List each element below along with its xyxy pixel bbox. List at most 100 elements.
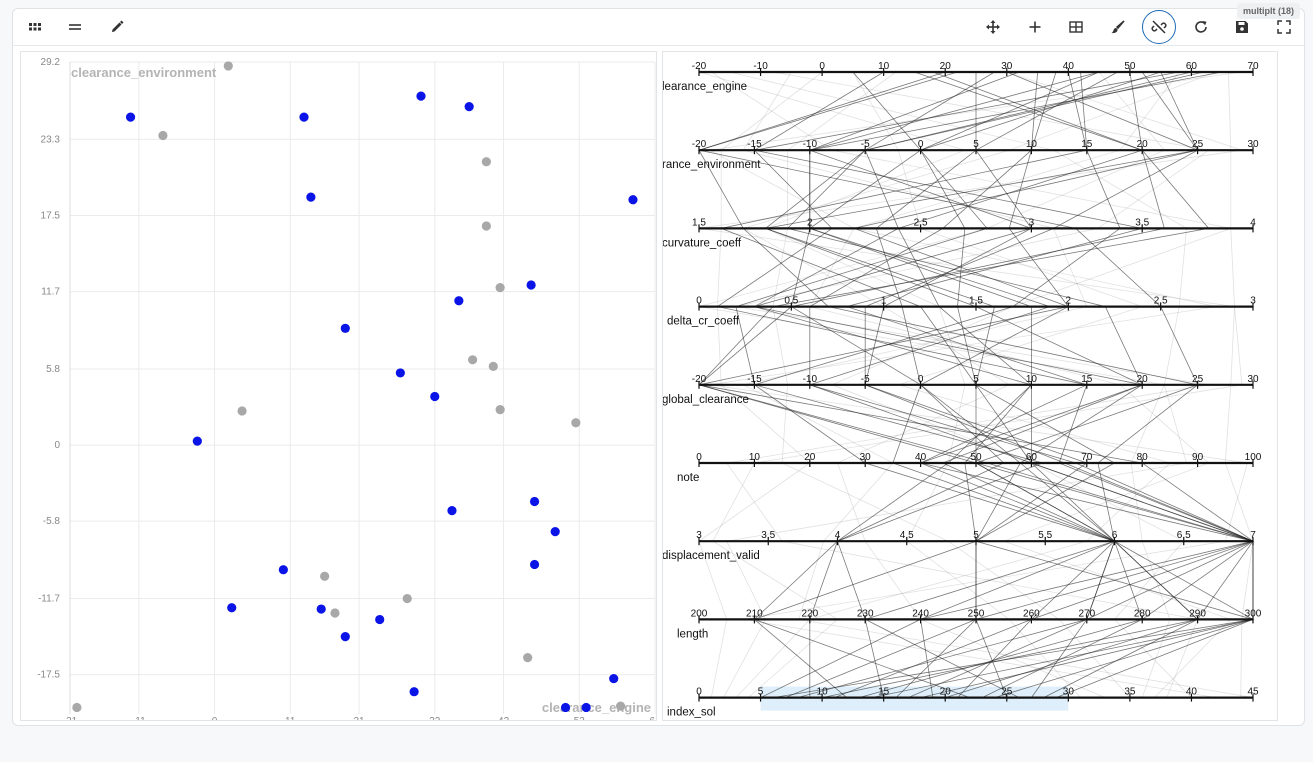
- scatter-point-unselected: [495, 283, 505, 293]
- y-tick-label: 17.5: [41, 210, 61, 221]
- scatter-point-unselected: [72, 702, 82, 713]
- pc-tick-label: 5: [758, 687, 764, 698]
- pc-tick-label: 260: [1023, 608, 1040, 619]
- pc-tick-label: 30: [1001, 61, 1013, 72]
- pc-tick-label: -10: [753, 61, 768, 72]
- pc-tick-label: 1: [881, 296, 887, 307]
- unlink-icon[interactable]: [1142, 10, 1176, 44]
- pc-axis-label: note: [677, 472, 699, 484]
- fullscreen-icon[interactable]: [1270, 13, 1298, 41]
- scatter-point-selected: [430, 391, 440, 402]
- brush-icon[interactable]: [1104, 13, 1132, 41]
- pc-tick-label: 3.5: [1135, 217, 1149, 228]
- pc-tick-label: 20: [940, 61, 952, 72]
- pc-axis-label: rance_environment: [663, 159, 761, 171]
- pc-tick-label: 3: [696, 530, 702, 541]
- pc-tick-label: 80: [1137, 452, 1149, 463]
- scatter-point-selected: [278, 565, 288, 575]
- scatter-plot-panel[interactable]: -21 -11 0 11 21 32 42 53 64 29.2 23.3 17.5 11.7 5.8 0 -…: [20, 51, 667, 727]
- pc-tick-label: 40: [915, 452, 927, 463]
- y-tick-label: -17.5: [37, 670, 60, 681]
- scatter-point-selected: [316, 604, 326, 614]
- pc-tick-label: 2.5: [914, 217, 928, 228]
- pc-tick-label: 20: [940, 687, 952, 698]
- scatter-point-unselected: [495, 405, 505, 415]
- y-axis-label: clearance_environment: [71, 65, 217, 80]
- toolbar: multiplt (18): [13, 3, 1304, 46]
- y-tick-label: 11.7: [41, 287, 60, 298]
- pc-tick-label: 300: [1245, 608, 1262, 619]
- pc-axis-label: delta_cr_coeff: [667, 316, 740, 328]
- pc-axis-label: learance_engine: [663, 81, 747, 93]
- scatter-plot[interactable]: -21 -11 0 11 21 32 42 53 64 29.2 23.3 17.5 11.7 5.8 0 -…: [21, 52, 667, 727]
- scatter-point-selected: [529, 559, 540, 570]
- scatter-point-unselected: [158, 130, 168, 141]
- refresh-icon[interactable]: [1187, 13, 1215, 41]
- pc-tick-label: 25: [1192, 139, 1204, 150]
- scatter-point-selected: [529, 496, 540, 507]
- pc-tick-label: 5.5: [1038, 530, 1052, 541]
- y-tick-label: -11.7: [38, 594, 60, 605]
- pc-tick-label: 20: [1137, 374, 1149, 385]
- scatter-point-selected: [609, 673, 619, 684]
- save-icon[interactable]: [1228, 13, 1256, 41]
- scatter-point-unselected: [615, 701, 626, 711]
- grid-icon[interactable]: [21, 13, 49, 41]
- pc-tick-label: -15: [747, 374, 762, 385]
- scatter-point-selected: [454, 296, 464, 306]
- pc-tick-label: 30: [1247, 374, 1259, 385]
- plot-count-badge: multiplt (18): [1237, 3, 1300, 19]
- parallel-coordinates-panel[interactable]: -20 -10 0 10 20 30 40 50 60 70 learance_engine -20-…: [662, 51, 1278, 721]
- pc-tick-label: 0: [696, 687, 702, 698]
- scatter-point-selected: [375, 614, 385, 625]
- x-tick-label: 53: [574, 716, 586, 720]
- menu-icon[interactable]: [61, 13, 89, 41]
- pc-axis-label: length: [677, 628, 708, 640]
- scatter-point-unselected: [223, 61, 233, 71]
- pc-axis-label: global_clearance: [663, 394, 749, 406]
- pc-tick-label: 15: [1081, 139, 1093, 150]
- pc-tick-label: 290: [1189, 608, 1206, 619]
- pc-tick-label: 40: [1186, 687, 1198, 698]
- pc-tick-label: 10: [749, 452, 761, 463]
- pc-tick-label: 1.5: [969, 296, 983, 307]
- scatter-point-unselected: [330, 608, 340, 618]
- pc-tick-label: -20: [692, 374, 707, 385]
- pencil-icon[interactable]: [103, 13, 131, 41]
- scatter-point-selected: [447, 506, 457, 516]
- scatter-point-selected: [628, 195, 638, 205]
- scatter-point-selected: [340, 631, 350, 642]
- scatter-point-selected: [526, 280, 536, 290]
- move-icon[interactable]: [979, 13, 1007, 41]
- scatter-point-unselected: [571, 418, 581, 428]
- pc-tick-label: 0: [918, 139, 924, 150]
- scatter-point-unselected: [481, 157, 491, 167]
- pc-tick-label: -10: [803, 139, 818, 150]
- y-tick-label: -5.8: [43, 516, 61, 527]
- x-tick-label: -21: [63, 716, 78, 720]
- pc-tick-label: 0: [819, 61, 825, 72]
- y-tick-label: 29.2: [41, 57, 61, 68]
- scatter-point-selected: [306, 192, 316, 202]
- parallel-coordinates-plot[interactable]: -20 -10 0 10 20 30 40 50 60 70learance_engine-20-…: [662, 52, 1277, 720]
- pc-tick-label: -5: [861, 139, 870, 150]
- pc-tick-label: 3: [1029, 217, 1035, 228]
- pc-tick-label: 270: [1078, 608, 1095, 619]
- pc-tick-label: 0: [918, 374, 924, 385]
- table-icon[interactable]: [1062, 13, 1090, 41]
- pc-tick-label: 6.5: [1177, 530, 1191, 541]
- pc-tick-label: 20: [1137, 139, 1149, 150]
- pc-tick-label: 100: [1245, 452, 1262, 463]
- x-tick-label: 0: [212, 716, 218, 720]
- pc-tick-label: 50: [1124, 61, 1136, 72]
- pc-tick-label: 90: [1192, 452, 1204, 463]
- pc-tick-label: 15: [878, 687, 890, 698]
- scatter-point-unselected: [481, 221, 491, 231]
- pc-tick-label: 210: [746, 608, 763, 619]
- pc-tick-label: 240: [912, 608, 929, 619]
- x-axis-label: clearance_engine: [542, 700, 651, 715]
- pc-tick-label: 2: [807, 217, 813, 228]
- pc-tick-label: -20: [692, 139, 707, 150]
- scatter-point-selected: [550, 527, 560, 537]
- plus-icon[interactable]: [1021, 13, 1049, 41]
